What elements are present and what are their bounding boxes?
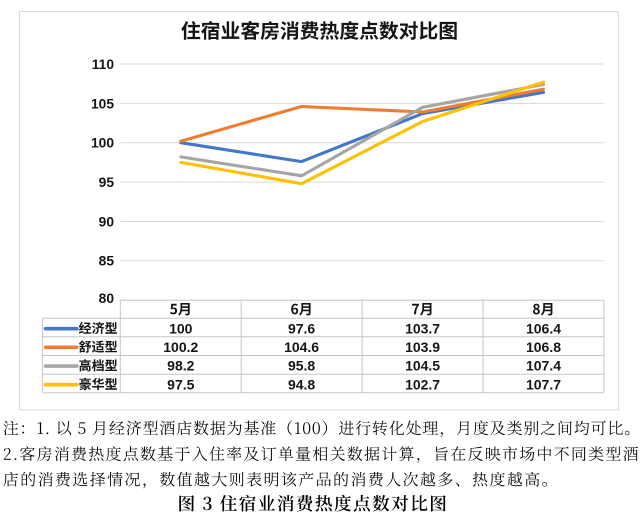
svg-text:105: 105 [91, 96, 114, 111]
svg-text:95: 95 [99, 175, 115, 190]
svg-text:97.5: 97.5 [167, 376, 194, 392]
svg-text:85: 85 [99, 254, 115, 269]
svg-text:94.8: 94.8 [288, 376, 315, 392]
svg-text:103.7: 103.7 [405, 320, 440, 336]
svg-text:100: 100 [169, 320, 193, 336]
svg-text:106.8: 106.8 [526, 339, 561, 355]
svg-text:104.6: 104.6 [284, 339, 319, 355]
svg-text:106.4: 106.4 [526, 320, 561, 336]
svg-text:80: 80 [99, 291, 115, 306]
svg-text:100: 100 [91, 136, 114, 151]
svg-text:104.5: 104.5 [405, 358, 440, 374]
svg-text:103.9: 103.9 [405, 339, 440, 355]
svg-text:107.4: 107.4 [526, 358, 561, 374]
svg-text:102.7: 102.7 [405, 376, 440, 392]
svg-text:95.8: 95.8 [288, 358, 315, 374]
svg-text:110: 110 [92, 57, 115, 72]
svg-text:90: 90 [99, 214, 115, 229]
svg-text:97.6: 97.6 [288, 320, 315, 336]
svg-text:100.2: 100.2 [163, 339, 198, 355]
svg-text:107.7: 107.7 [526, 376, 561, 392]
svg-text:98.2: 98.2 [167, 358, 194, 374]
